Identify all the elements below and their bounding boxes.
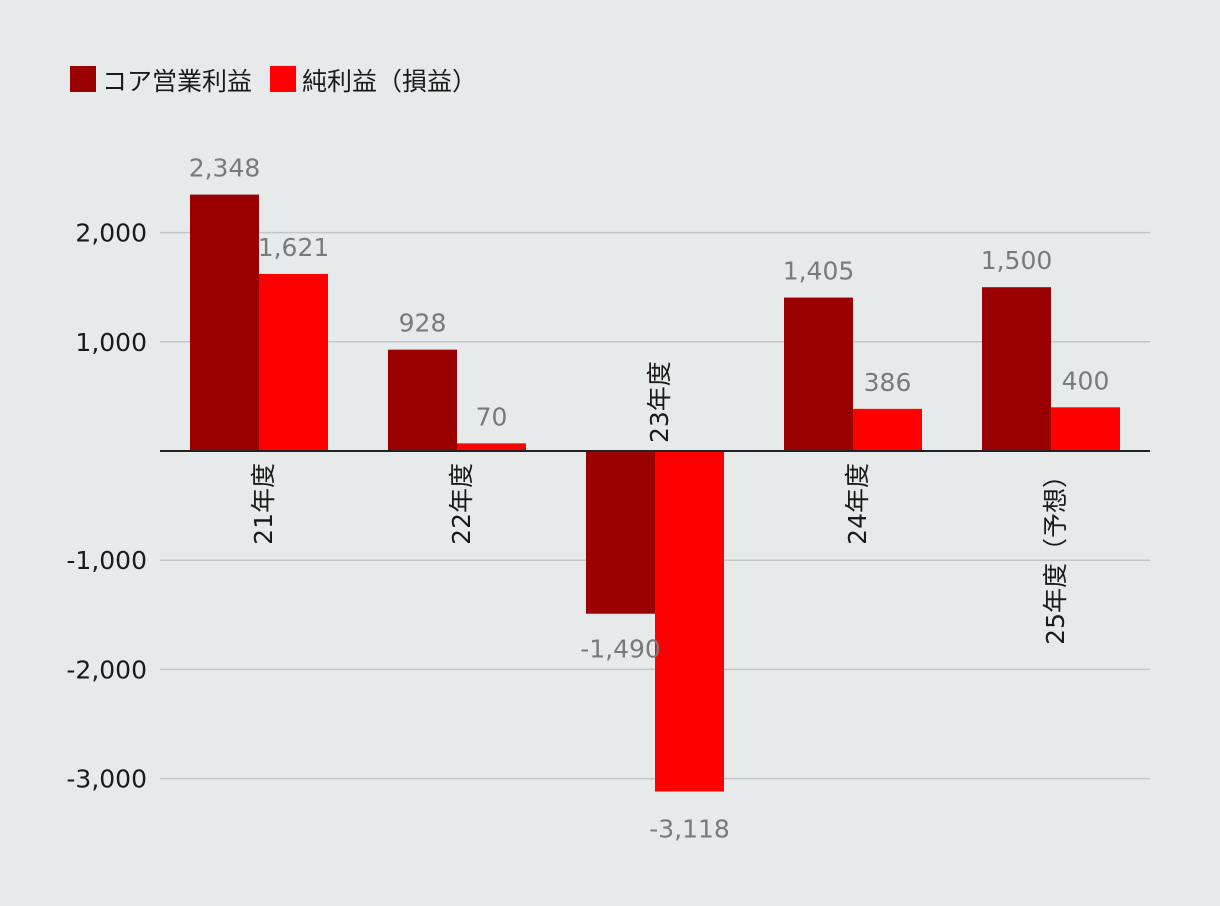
category-label-group: 24年度 — [843, 463, 872, 545]
data-label: 2,348 — [189, 154, 261, 183]
bars — [190, 194, 1120, 792]
y-tick-label: 1,000 — [75, 328, 147, 357]
legend-swatch-1 — [70, 66, 96, 92]
y-tick-label: -2,000 — [66, 655, 147, 684]
category-label: 22年度 — [447, 463, 476, 545]
y-axis: 2,000 1,000 -1,000 -2,000 -3,000 — [66, 219, 147, 794]
category-labels: 21年度 22年度 23年度 24年度 25年度（予想） — [249, 361, 1070, 645]
legend-swatch-2 — [270, 66, 297, 92]
data-label: 386 — [864, 368, 912, 397]
bar-1-1 — [190, 194, 259, 452]
bar-2-5 — [1051, 407, 1120, 451]
data-label: 928 — [399, 309, 447, 338]
data-labels: 2,348 1,621 928 70 -1,490 -3,118 1,405 386 1,500… — [189, 154, 1110, 844]
y-tick-label: -1,000 — [66, 546, 147, 575]
bar-2-1 — [259, 273, 328, 451]
bar-1-2 — [388, 349, 457, 451]
data-label: 70 — [476, 402, 508, 431]
category-label-group: 25年度（予想） — [1041, 463, 1070, 645]
category-label: 25年度（予想） — [1041, 463, 1070, 645]
y-tick-label: -3,000 — [66, 765, 147, 794]
data-label: 400 — [1062, 366, 1110, 395]
category-label-group: 22年度 — [447, 463, 476, 545]
legend-label-2: 純利益（損益） — [302, 67, 477, 96]
bar-1-5 — [982, 287, 1051, 451]
category-label: 23年度 — [645, 361, 674, 443]
data-label: -1,490 — [580, 635, 661, 664]
data-label: 1,500 — [981, 246, 1053, 275]
category-label-group: 23年度 — [645, 361, 674, 443]
bar-2-4 — [853, 408, 922, 451]
category-label-group: 21年度 — [249, 463, 278, 545]
y-tick-label: 2,000 — [75, 219, 147, 248]
category-label: 24年度 — [843, 463, 872, 545]
bar-1-4 — [784, 297, 853, 451]
bar-2-3 — [655, 451, 724, 792]
category-label: 21年度 — [249, 463, 278, 545]
legend-label-1: コア営業利益 — [102, 67, 252, 96]
data-label: 1,621 — [258, 233, 330, 262]
bar-1-3 — [586, 451, 655, 614]
data-label: -3,118 — [649, 814, 730, 843]
data-label: 1,405 — [783, 257, 855, 286]
legend: コア営業利益 純利益（損益） — [70, 66, 477, 96]
bar-2-2 — [457, 443, 526, 451]
